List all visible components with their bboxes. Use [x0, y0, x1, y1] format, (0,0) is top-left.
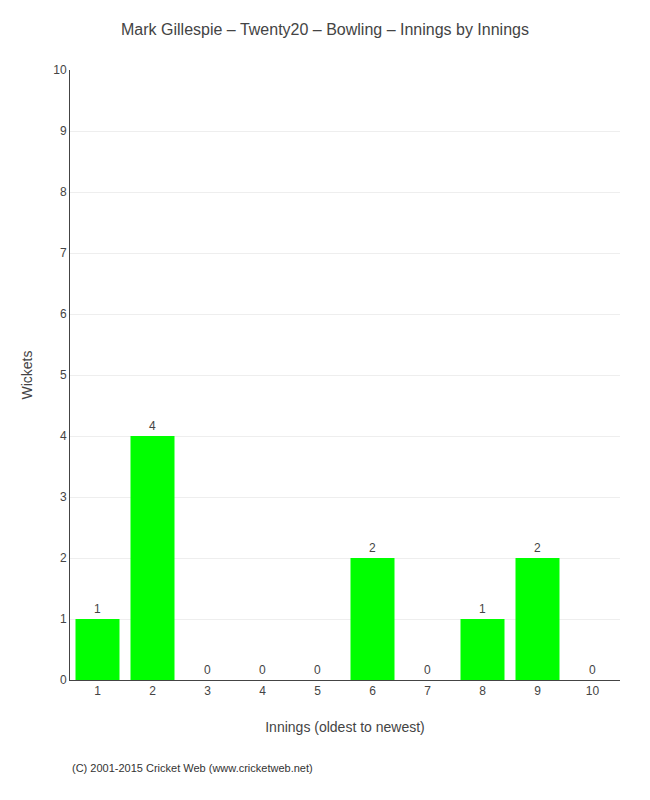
svg-text:7: 7	[60, 246, 67, 260]
svg-text:10: 10	[586, 684, 600, 698]
svg-text:4: 4	[259, 684, 266, 698]
svg-text:0: 0	[204, 663, 211, 677]
svg-text:2: 2	[149, 684, 156, 698]
svg-text:0: 0	[314, 663, 321, 677]
svg-text:Innings (oldest to newest): Innings (oldest to newest)	[265, 719, 425, 735]
svg-text:4: 4	[149, 419, 156, 433]
svg-text:3: 3	[60, 490, 67, 504]
svg-text:10: 10	[53, 63, 67, 77]
svg-text:6: 6	[60, 307, 67, 321]
svg-text:1: 1	[94, 684, 101, 698]
svg-text:5: 5	[60, 368, 67, 382]
svg-text:1: 1	[94, 602, 101, 616]
svg-text:0: 0	[259, 663, 266, 677]
svg-text:1: 1	[60, 612, 67, 626]
svg-text:4: 4	[60, 429, 67, 443]
svg-text:8: 8	[479, 684, 486, 698]
svg-text:0: 0	[589, 663, 596, 677]
svg-text:9: 9	[60, 124, 67, 138]
svg-text:0: 0	[60, 673, 67, 687]
svg-text:(C) 2001-2015 Cricket Web (www: (C) 2001-2015 Cricket Web (www.cricketwe…	[72, 762, 313, 774]
svg-text:Mark Gillespie – Twenty20 – Bo: Mark Gillespie – Twenty20 – Bowling – In…	[121, 21, 529, 38]
svg-text:Wickets: Wickets	[19, 351, 35, 400]
svg-text:2: 2	[534, 541, 541, 555]
svg-text:7: 7	[424, 684, 431, 698]
svg-text:8: 8	[60, 185, 67, 199]
svg-text:6: 6	[369, 684, 376, 698]
svg-text:9: 9	[534, 684, 541, 698]
svg-text:2: 2	[60, 551, 67, 565]
svg-text:5: 5	[314, 684, 321, 698]
svg-text:1: 1	[479, 602, 486, 616]
svg-text:0: 0	[424, 663, 431, 677]
svg-text:2: 2	[369, 541, 376, 555]
svg-text:3: 3	[204, 684, 211, 698]
